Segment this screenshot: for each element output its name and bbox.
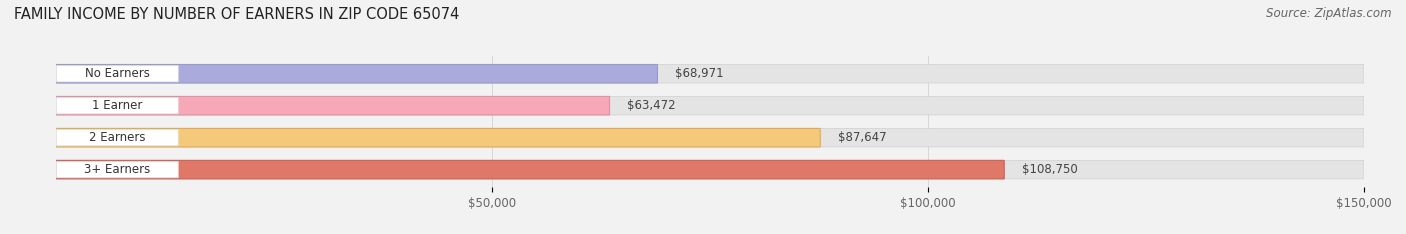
Text: $68,971: $68,971 <box>675 67 724 80</box>
Text: $108,750: $108,750 <box>1022 163 1077 176</box>
PathPatch shape <box>56 160 1004 179</box>
Text: $63,472: $63,472 <box>627 99 676 112</box>
PathPatch shape <box>56 161 179 178</box>
Text: $87,647: $87,647 <box>838 131 886 144</box>
PathPatch shape <box>56 96 610 115</box>
Text: 1 Earner: 1 Earner <box>91 99 142 112</box>
PathPatch shape <box>56 160 1364 179</box>
PathPatch shape <box>56 129 179 146</box>
PathPatch shape <box>56 128 1364 147</box>
PathPatch shape <box>56 65 1364 83</box>
PathPatch shape <box>56 98 179 114</box>
PathPatch shape <box>56 128 820 147</box>
Text: 3+ Earners: 3+ Earners <box>84 163 150 176</box>
Text: FAMILY INCOME BY NUMBER OF EARNERS IN ZIP CODE 65074: FAMILY INCOME BY NUMBER OF EARNERS IN ZI… <box>14 7 460 22</box>
PathPatch shape <box>56 66 179 82</box>
Text: Source: ZipAtlas.com: Source: ZipAtlas.com <box>1267 7 1392 20</box>
PathPatch shape <box>56 96 1364 115</box>
PathPatch shape <box>56 65 658 83</box>
Text: No Earners: No Earners <box>84 67 149 80</box>
Text: 2 Earners: 2 Earners <box>89 131 145 144</box>
